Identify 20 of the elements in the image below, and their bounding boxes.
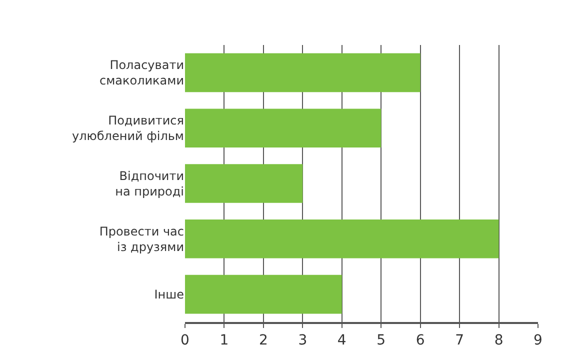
bar	[185, 274, 342, 314]
x-tick-label: 9	[534, 332, 542, 349]
y-tick-label: Подивитися улюблений фільм	[72, 114, 184, 144]
x-tick-label: 4	[337, 332, 346, 349]
y-tick-label: Відпочити на природі	[115, 168, 184, 198]
y-tick-label: Інше	[154, 288, 184, 302]
bar	[185, 220, 499, 258]
x-tick-label: 0	[180, 332, 190, 349]
x-tick-label: 8	[494, 332, 504, 349]
bar	[185, 53, 420, 92]
x-tick-label: 3	[298, 332, 308, 349]
y-tick-label: Поласувати смаколиками	[99, 58, 184, 88]
x-tick-label: 1	[220, 332, 229, 349]
bar	[185, 164, 303, 203]
x-tick-label: 7	[455, 332, 464, 349]
y-tick-label: Провести час із друзями	[99, 224, 184, 254]
x-tick-label: 5	[376, 332, 386, 349]
bar	[185, 108, 382, 148]
x-tick-label: 2	[258, 332, 268, 349]
x-tick-label: 6	[416, 332, 425, 349]
